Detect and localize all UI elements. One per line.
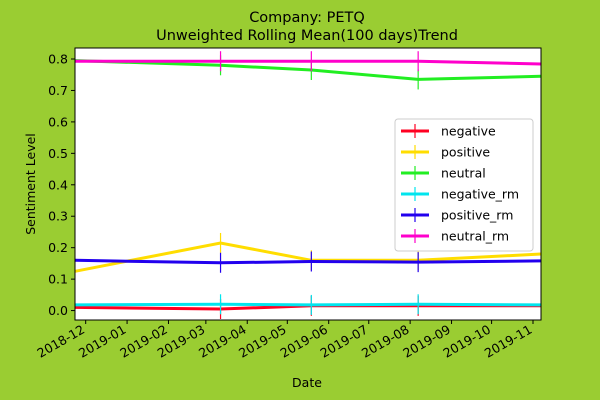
legend-label-neutral: neutral (441, 166, 486, 181)
series-line-negative_rm (74, 302, 542, 307)
legend-label-negative_rm: negative_rm (441, 187, 519, 202)
y-tick-label: 0.8 (48, 52, 68, 67)
y-tick-label: 0.3 (48, 209, 68, 224)
y-tick-label: 0.1 (48, 272, 68, 287)
y-tick-label: 0.7 (48, 83, 68, 98)
y-tick-label: 0.0 (48, 303, 68, 318)
y-axis-label: Sentiment Level (23, 133, 38, 235)
series-layer (74, 51, 542, 319)
legend-label-positive_rm: positive_rm (441, 208, 513, 223)
legend: negative positive neutral negative_rmpositi… (394, 118, 534, 252)
plot-frame (74, 47, 542, 321)
series-line-positive_rm (74, 258, 542, 265)
y-tick-label: 0.4 (48, 177, 68, 192)
x-axis: 2018-122019-012019-022019-032019-042019-… (34, 320, 534, 361)
y-tick-label: 0.5 (48, 146, 68, 161)
y-tick-label: 0.6 (48, 114, 68, 129)
legend-label-positive: positive (441, 145, 490, 160)
chart-title: Company: PETQ (249, 10, 365, 26)
chart-subtitle: Unweighted Rolling Mean(100 days)Trend (156, 28, 458, 44)
x-tick-label: 2019-11 (482, 322, 535, 361)
x-axis-label: Date (292, 375, 322, 390)
legend-label-negative: negative (441, 124, 496, 139)
legend-box (394, 118, 534, 252)
y-axis: 0.0 0.1 0.2 0.3 0.4 0.5 0.6 0.7 0.8 (48, 52, 75, 318)
y-tick-label: 0.2 (48, 240, 68, 255)
legend-label-neutral_rm: neutral_rm (441, 229, 509, 244)
